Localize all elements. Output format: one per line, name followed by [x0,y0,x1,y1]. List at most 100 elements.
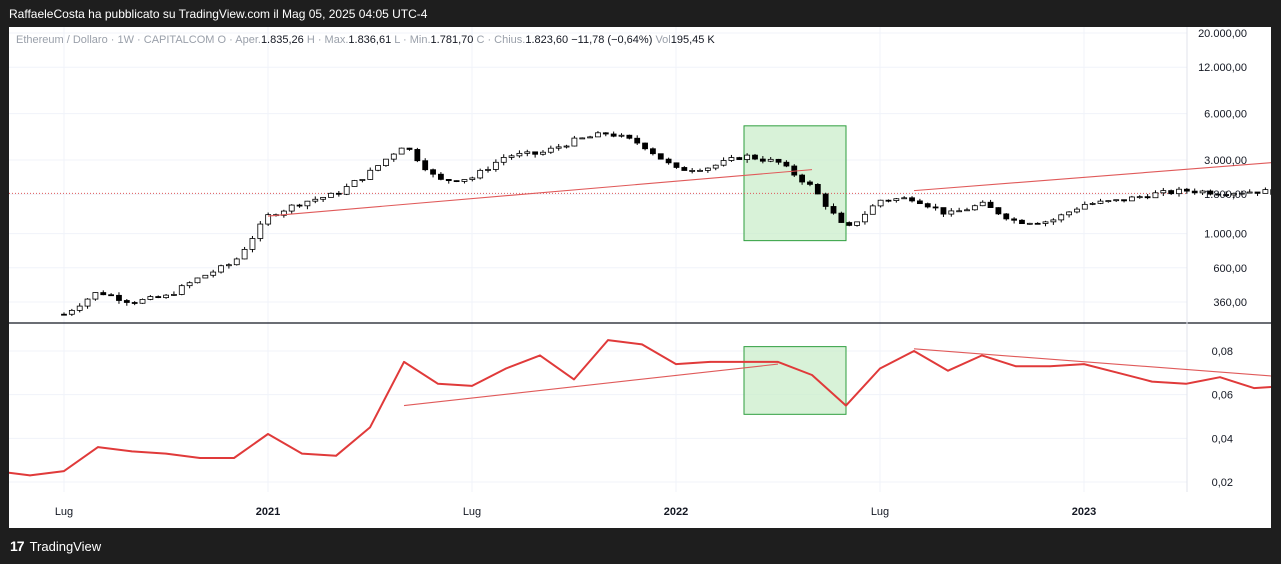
candle [359,179,366,183]
candle [846,221,853,227]
candle [759,156,766,164]
candle [1144,194,1151,200]
candle [901,196,908,200]
candle-body-down [940,207,947,215]
candle-body-up [304,200,311,207]
price-axis-tick-label: 1.000,00 [1204,229,1247,241]
candle-body-up [948,210,955,215]
ratio-data-point [845,404,847,407]
candle-body-down [610,133,617,137]
price-axis-tick-label: 360,00 [1213,297,1247,309]
candle [61,312,67,316]
candle [807,180,813,187]
legend-close-label: C · Chius. [476,34,526,46]
candle-body-down [61,313,67,316]
legend-symbol[interactable]: Ethereum / Dollaro · 1W · CAPITALCOM [16,34,215,46]
tradingview-logo[interactable]: 17 TradingView [10,538,101,554]
candle [233,257,240,266]
candle [610,131,617,138]
ratio-data-point [97,446,99,448]
candle-body-up [1176,188,1182,195]
candle [100,290,107,296]
candle [618,133,625,138]
candle-body-up [1128,196,1135,202]
candle-body-up [1152,192,1159,199]
candle [492,159,499,172]
ratio-data-point [1049,365,1051,368]
candle [1176,186,1182,197]
candle [712,164,719,171]
ratio-highlight-box [743,346,847,415]
candle-body-down [123,300,130,303]
chart-legend: Ethereum / Dollaro · 1W · CAPITALCOM O ·… [16,34,715,46]
candle-body-up [571,137,578,147]
candle-body-up [979,201,986,207]
candle-body-up [84,298,91,307]
candle [1003,213,1010,221]
candle-body-up [194,277,201,284]
candle-body-down [602,132,609,135]
candle-body-up [76,305,83,311]
candle [1246,189,1253,194]
candle-body-up [1081,203,1088,210]
candle [375,165,381,172]
candle [500,154,507,166]
candle-body-up [579,137,586,140]
candle-body-down [814,183,821,195]
ratio-data-point [1015,365,1017,368]
candle-body-down [783,161,790,167]
ratio-data-point [131,450,133,453]
candle-body-down [1215,193,1222,196]
candle [210,269,217,278]
publication-caption: RaffaeleCosta ha pubblicato su TradingVi… [9,7,428,21]
candle-body-up [1026,222,1033,225]
candle [280,209,287,218]
candle-body-up [862,213,868,223]
chart-canvas[interactable]: 20.000,00 12.000,00 6.000,00 3.000,00 1.800,… [9,27,1271,528]
candle [171,291,177,296]
candle [163,293,169,299]
time-axis-tick-label: 2022 [664,506,688,518]
candle [830,203,837,215]
price-axis-tick-label: 12.000,00 [1198,62,1247,74]
ratio-data-point [743,361,745,363]
candle [697,168,703,172]
candle-body-up [555,146,562,149]
candle-body-up [1058,214,1065,221]
ratio-data-point [199,457,201,459]
candle [516,150,523,158]
time-axis-tick-label: Lug [55,506,73,518]
candle [508,154,515,160]
candle [650,147,656,156]
candle-body-up [1097,200,1104,204]
candle [689,168,696,174]
candle-body-down [1034,222,1041,225]
candle [485,166,491,173]
candle-body-down [155,296,162,299]
candle-body-down [657,153,664,160]
candle-body-up [524,151,531,154]
candle [1050,218,1057,225]
legend-close-value: 1.823,60 [525,34,569,46]
candle [1136,195,1143,199]
candle-body-down [807,181,813,185]
candle-body-down [995,207,1002,215]
chart-frame[interactable]: 20.000,00 12.000,00 6.000,00 3.000,00 1.800,… [9,27,1271,528]
candle-body-up [869,205,876,215]
candle [579,137,586,140]
ratio-data-point [471,385,473,387]
candle-body-up [893,198,900,201]
candle-body-up [744,154,751,160]
candle-body-down [1011,218,1018,221]
candle [202,274,209,279]
candle-body-down [1207,190,1214,195]
candle [178,284,185,296]
candle-body-up [241,248,248,260]
candle [288,204,295,215]
candle-body-up [1105,200,1112,203]
candle-body-down [1254,191,1261,194]
candle [995,207,1002,215]
candle [155,295,162,299]
candle-body-up [956,210,963,213]
candle-body-down [822,193,829,207]
